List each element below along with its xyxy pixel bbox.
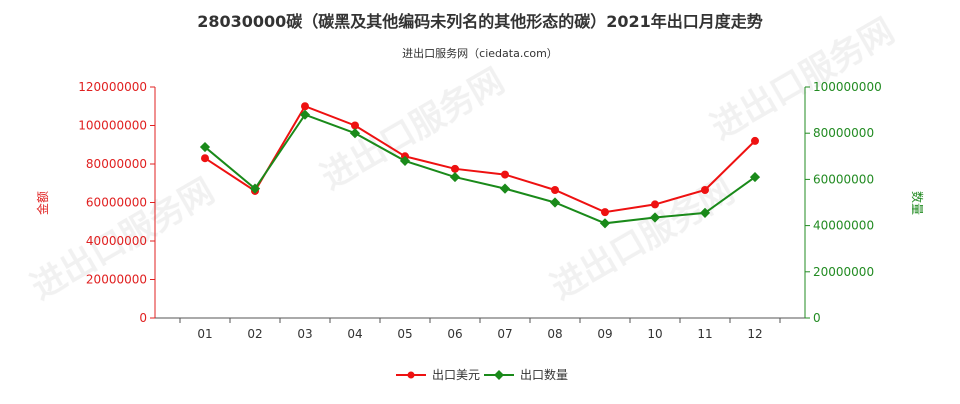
series-layer xyxy=(199,102,761,229)
x-tick-label: 09 xyxy=(597,327,612,341)
data-point-quantity[interactable] xyxy=(499,183,511,194)
legend: 出口美元 出口数量 xyxy=(396,367,568,382)
y-left-tick-label: 0 xyxy=(139,311,147,325)
data-point-usd[interactable] xyxy=(501,170,509,179)
series-line-quantity xyxy=(204,113,756,225)
y-right-tick-label: 40000000 xyxy=(813,219,874,233)
data-point-quantity[interactable] xyxy=(249,183,261,194)
x-tick-label: 07 xyxy=(497,327,512,341)
legend-label-quantity: 出口数量 xyxy=(520,367,568,382)
data-point-quantity[interactable] xyxy=(449,171,461,183)
y-left-tick-label: 120000000 xyxy=(78,80,147,94)
y-right-tick-label: 100000000 xyxy=(813,80,882,94)
legend-marker-quantity xyxy=(494,370,504,380)
x-tick-label: 08 xyxy=(547,327,562,341)
axes-layer: 0 20000000 40000000 60000000 80000000 1000000… xyxy=(78,80,881,341)
x-tick-label: 12 xyxy=(747,327,762,341)
x-tick-label: 01 xyxy=(197,327,212,341)
y-right-tick-label: 20000000 xyxy=(813,265,874,279)
data-point-usd[interactable] xyxy=(701,185,709,194)
data-point-quantity[interactable] xyxy=(599,218,611,229)
y-right-tick-label: 60000000 xyxy=(813,172,874,186)
legend-marker-usd xyxy=(407,371,415,379)
y-left-tick-label: 80000000 xyxy=(86,157,147,171)
y-left-tick-label: 40000000 xyxy=(86,234,147,248)
y-left-tick-label: 100000000 xyxy=(78,119,147,133)
x-tick-label: 10 xyxy=(647,327,662,341)
watermark-text: 进出口服务网 xyxy=(545,171,742,308)
data-point-usd[interactable] xyxy=(551,185,559,194)
chart-subtitle: 进出口服务网（ciedata.com） xyxy=(402,46,558,60)
x-tick-label: 11 xyxy=(697,327,712,341)
data-point-usd[interactable] xyxy=(201,154,209,163)
x-tick-label: 04 xyxy=(347,327,362,341)
y-right-axis-title: 数量 xyxy=(910,191,925,215)
data-point-quantity[interactable] xyxy=(399,155,411,167)
legend-label-usd: 出口美元 xyxy=(432,368,480,382)
y-right-tick-label: 0 xyxy=(813,311,821,325)
data-point-usd[interactable] xyxy=(351,121,359,130)
y-right-tick-label: 80000000 xyxy=(813,126,874,140)
data-point-usd[interactable] xyxy=(651,200,659,209)
y-left-tick-label: 20000000 xyxy=(86,273,147,287)
y-left-tick-label: 60000000 xyxy=(86,196,147,210)
data-point-usd[interactable] xyxy=(601,208,609,217)
x-tick-label: 02 xyxy=(247,327,262,341)
data-point-usd[interactable] xyxy=(451,164,459,173)
x-tick-label: 06 xyxy=(447,327,462,341)
chart-title: 28030000碳（碳黑及其他编码未列名的其他形态的碳）2021年出口月度走势 xyxy=(197,12,763,31)
data-point-quantity[interactable] xyxy=(349,128,361,139)
data-point-usd[interactable] xyxy=(751,136,759,145)
x-tick-label: 05 xyxy=(397,327,412,341)
legend-item-usd[interactable]: 出口美元 xyxy=(396,368,480,382)
series-line-usd xyxy=(204,105,756,214)
data-point-quantity[interactable] xyxy=(549,197,561,208)
data-point-usd[interactable] xyxy=(301,102,309,111)
x-tick-label: 03 xyxy=(297,327,312,341)
legend-item-quantity[interactable]: 出口数量 xyxy=(484,367,568,382)
y-left-axis-title: 金额 xyxy=(35,191,50,215)
